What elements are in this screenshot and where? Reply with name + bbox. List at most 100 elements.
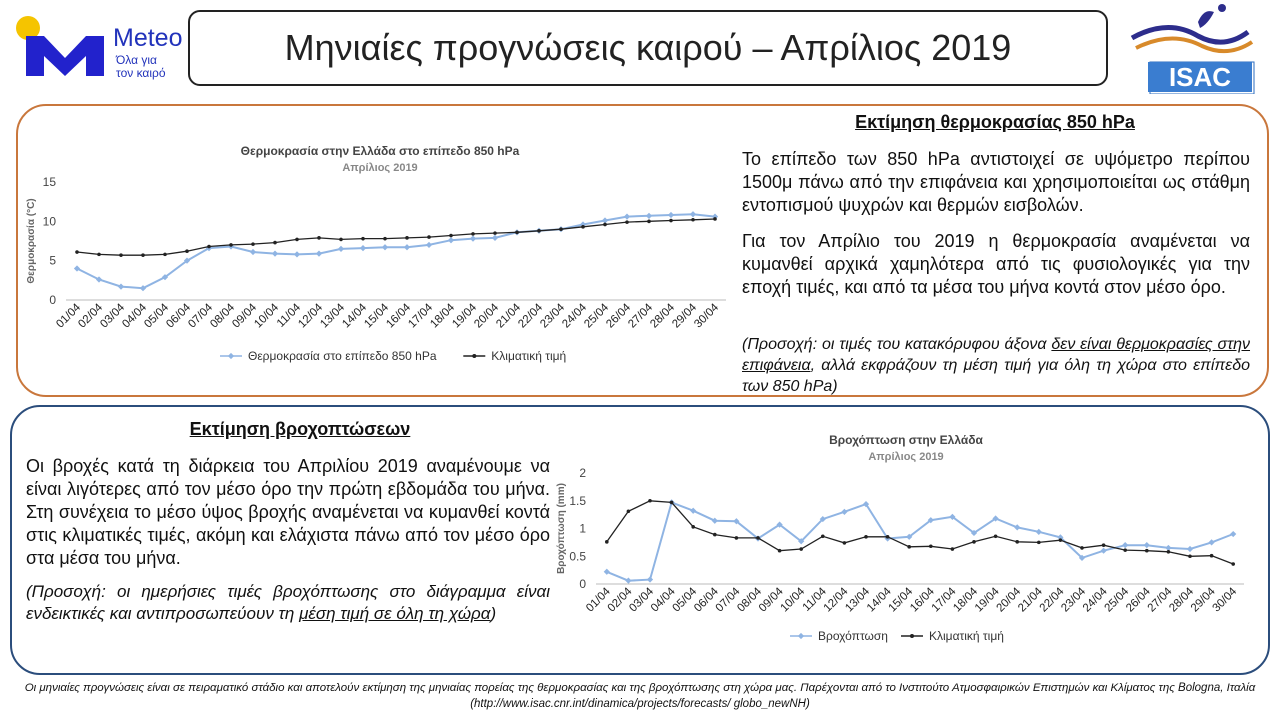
data-point-forecast [1143,542,1150,549]
legend-entry: Κλιματική τιμή [491,349,566,363]
data-point-climate [97,252,101,257]
rain-panel [10,405,1270,675]
data-point-forecast [1035,528,1042,535]
data-point-climate [273,240,277,245]
rain-note-suffix: ) [490,604,497,623]
data-point-climate [1037,540,1041,545]
data-point-climate [185,249,189,254]
data-point-climate [842,541,847,545]
data-point-forecast [645,212,653,219]
data-point-climate [821,534,825,539]
data-point-forecast [271,250,279,257]
data-point-climate [603,222,607,227]
series-line-forecast [606,501,1234,582]
temperature-paragraph-2: Για τον Απρίλιο του 2019 η θερμοκρασία α… [742,231,1250,297]
data-point-climate [317,236,321,240]
data-point-climate [1101,543,1106,547]
data-point-forecast [690,507,697,514]
series-line-climate [76,218,716,256]
data-point-climate [864,535,868,539]
y-tick-label: 0 [579,577,586,591]
data-point-forecast [1208,539,1215,546]
data-point-climate [799,547,803,551]
temperature-chart: Θερμοκρασία στην Ελλάδα στο επίπεδο 850 … [26,144,726,363]
data-point-forecast [1186,545,1194,553]
legend-entry: Βροχόπτωση [818,629,888,643]
data-point-climate [647,219,651,224]
data-point-climate [777,548,782,553]
legend-entry: Θερμοκρασία στο επίπεδο 850 hPa [248,349,437,363]
data-point-climate [972,540,976,544]
data-point-climate [669,218,673,223]
data-point-climate [1080,546,1084,550]
data-point-forecast [646,576,654,583]
data-point-climate [1058,538,1063,542]
data-point-forecast [117,283,125,290]
legend-swatch-marker [797,632,805,640]
rain-note-prefix: (Προσοχή: οι ημερήσιες τιμές βροχόπτωσης… [26,582,550,623]
data-point-forecast [447,237,455,244]
data-point-climate [163,252,167,257]
y-tick-label: 15 [43,175,57,189]
data-point-climate [950,547,955,551]
temperature-panel [16,104,1269,397]
data-point-forecast [315,250,323,257]
data-point-forecast [337,245,345,252]
data-point-climate [1188,554,1192,559]
data-point-forecast [1230,530,1237,538]
temperature-heading: Εκτίμηση θερμοκρασίας 850 hPa [855,112,1135,132]
data-point-climate [648,498,652,503]
meteo-logo: Meteo Όλα για τον καιρό [10,14,190,84]
data-point-climate [1231,562,1235,566]
data-point-climate [713,217,717,221]
data-point-climate [207,244,211,249]
data-point-climate [626,509,631,514]
meteo-name: Meteo [113,24,183,52]
data-point-climate [1015,540,1019,544]
data-point-climate [605,540,609,544]
data-point-climate [929,544,933,549]
page-title: Μηνιαίες προγνώσεις καιρού – Απρίλιος 20… [284,27,1012,68]
data-point-forecast [1100,547,1107,554]
data-point-climate [885,535,890,539]
x-tick-label: 30/04 [692,301,721,330]
data-point-forecast [841,508,848,515]
data-point-climate [625,220,629,224]
x-tick-label: 10/04 [252,301,281,330]
y-tick-label: 2 [579,466,586,480]
isac-logo-graphic [1130,4,1255,95]
y-tick-label: 1.5 [569,494,586,508]
series-line-climate [606,500,1234,565]
data-point-forecast [73,265,81,272]
temperature-note-prefix: (Προσοχή: οι τιμές του κατακόρυφου άξονα [742,336,1052,353]
y-tick-label: 5 [49,254,56,268]
temperature-note-suffix: , αλλά εκφράζουν τη μέση τιμή για όλη τη… [742,357,1250,395]
data-point-forecast [689,211,697,218]
data-point-climate [295,237,299,242]
data-point-climate [119,253,123,257]
data-point-forecast [249,248,257,256]
y-tick-label: 0 [49,293,56,307]
sun-icon [16,16,40,40]
data-point-forecast [603,568,610,575]
data-point-climate [75,250,79,254]
data-point-climate [383,236,387,241]
chart-subtitle: Απρίλιος 2019 [342,162,417,174]
data-point-climate [427,235,431,239]
legend-swatch-marker [227,352,235,360]
data-point-forecast [359,244,367,252]
data-point-forecast [381,244,389,251]
data-point-forecast [1122,542,1129,549]
legend-swatch-marker [910,634,914,638]
legend-swatch-marker [472,354,477,358]
chart-title: Θερμοκρασία στην Ελλάδα στο επίπεδο 850 … [241,144,520,158]
data-point-climate [515,230,519,235]
y-tick-label: 1 [579,522,586,536]
footer-note: Οι μηνιαίες προγνώσεις είναι σε πειραματ… [24,682,1256,710]
data-point-forecast [625,577,632,584]
temperature-note-underlined: δεν είναι θερμοκρασίες στην επιφάνεια [742,336,1251,374]
data-point-climate [691,217,695,222]
isac-logo: ISAC [1128,2,1278,95]
data-point-climate [1123,548,1127,552]
data-point-forecast [95,276,103,283]
